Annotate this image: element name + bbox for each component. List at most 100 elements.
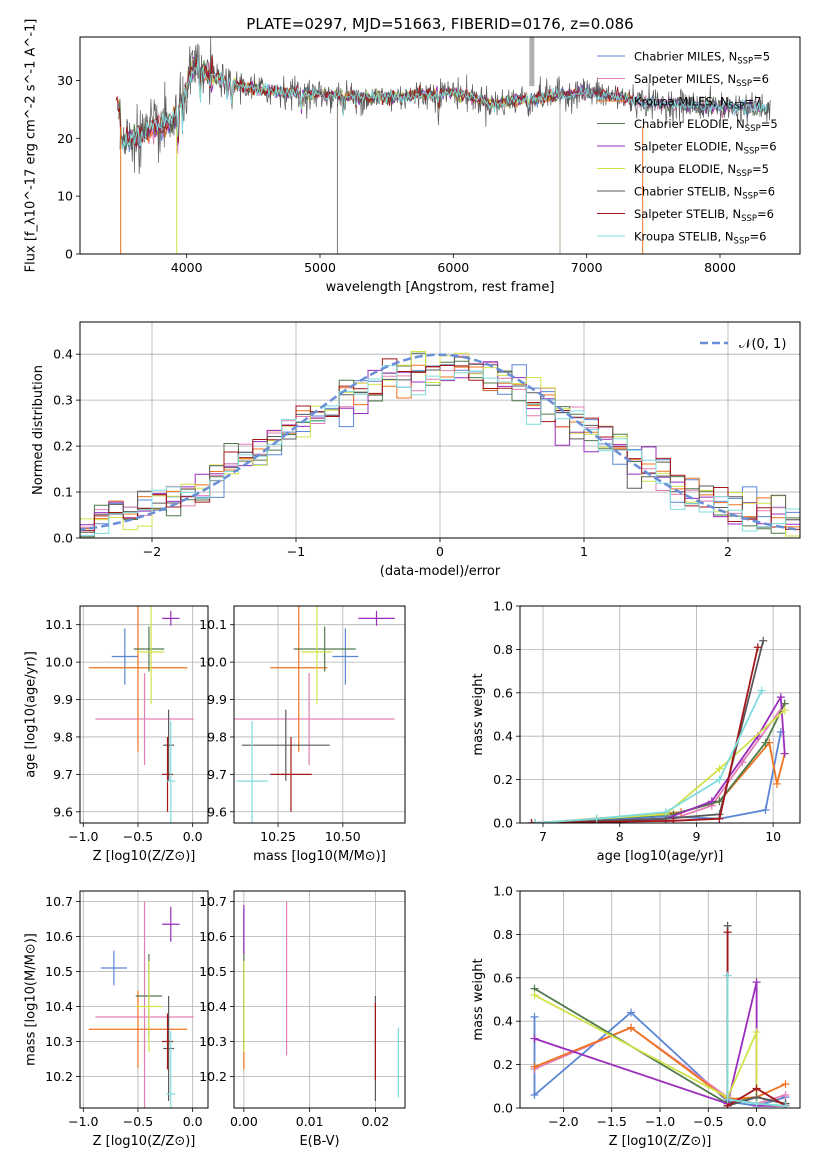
- weight-line-7: [535, 640, 765, 823]
- x-axis-label: Z [log10(Z/Z⊙)]: [93, 849, 196, 864]
- x-tick-label: −0.5: [693, 1114, 723, 1129]
- y-tick-label: 0.1: [53, 485, 73, 500]
- weight-marker: [707, 797, 716, 806]
- x-axis-label: mass [log10(M/M⊙)]: [253, 849, 386, 864]
- x-tick-label: 6000: [437, 260, 469, 275]
- weight-marker: [781, 1101, 790, 1108]
- weight-marker: [530, 1062, 539, 1071]
- y-tick-label: 9.9: [207, 692, 227, 707]
- y-tick-label: 10.2: [199, 1069, 227, 1084]
- weight-marker: [669, 816, 678, 823]
- y-tick-label: 10.4: [45, 999, 73, 1014]
- y-tick-label: 10.2: [45, 1069, 73, 1084]
- weight-marker: [592, 814, 601, 823]
- weight-line-3: [535, 740, 786, 823]
- y-tick-label: 0.4: [53, 347, 73, 362]
- y-tick-label: 9.7: [207, 767, 227, 782]
- y-tick-label: 10.6: [45, 929, 73, 944]
- x-tick-label: 0.00: [230, 1114, 258, 1129]
- legend-label: 𝒩(0, 1): [739, 337, 786, 352]
- x-tick-label: −1: [287, 544, 305, 559]
- y-tick-label: 0.2: [53, 439, 73, 454]
- plot-area: [234, 891, 405, 1108]
- weight-marker: [715, 764, 724, 773]
- y-tick-label: 0.0: [53, 531, 73, 546]
- x-tick-label: 2: [724, 544, 732, 559]
- x-tick-label: 10.50: [325, 829, 361, 844]
- legend-label: Chabrier MILES, NSSP=5: [634, 50, 770, 67]
- y-tick-label: 10.3: [45, 1034, 73, 1049]
- axes-frame: [519, 605, 801, 824]
- y-tick-label: 10.7: [45, 894, 73, 909]
- x-tick-label: 8: [616, 829, 624, 844]
- x-tick-label: −2.0: [548, 1114, 578, 1129]
- y-tick-label: 10.3: [199, 1034, 227, 1049]
- weight-marker: [761, 738, 770, 747]
- weight-marker: [752, 1099, 761, 1108]
- axes-frame: [233, 605, 406, 824]
- y-tick-label: 9.7: [53, 767, 73, 782]
- y-tick-label: 20: [57, 131, 73, 146]
- figure-title: PLATE=0297, MJD=51663, FIBERID=0176, z=0…: [246, 15, 633, 33]
- weight-line-1: [531, 731, 782, 823]
- y-tick-label: 9.8: [207, 729, 227, 744]
- legend-label: Chabrier ELODIE, NSSP=5: [634, 117, 778, 134]
- weight-marker: [530, 1090, 539, 1099]
- spectrum-line-7: [119, 37, 771, 175]
- weight-marker: [530, 1012, 539, 1021]
- y-tick-label: 0.2: [493, 1057, 513, 1072]
- weight-line-9: [535, 690, 763, 823]
- weight-marker: [780, 706, 789, 715]
- y-tick-label: 0.0: [493, 816, 513, 831]
- legend-label: Kroupa ELODIE, NSSP=5: [634, 162, 769, 179]
- y-tick-label: 0.4: [493, 1014, 513, 1029]
- normal-curve: [80, 353, 800, 532]
- y-axis-label: age [log10(age/yr)]: [23, 651, 38, 778]
- legend-label: Kroupa STELIB, NSSP=6: [634, 230, 766, 247]
- weight-marker: [531, 819, 540, 823]
- spectrum-line-3: [116, 64, 643, 148]
- plot-area: [520, 891, 800, 1108]
- weight-marker: [715, 814, 724, 823]
- weight-line-8: [531, 647, 759, 823]
- legend-label: Salpeter MILES, NSSP=6: [634, 72, 769, 89]
- y-tick-label: 10.7: [199, 894, 227, 909]
- plot-area: [80, 322, 800, 538]
- y-tick-label: 0.8: [493, 642, 513, 657]
- panel-spectrum: 4000 5000 6000 7000 8000 0 10 20 30 wavelength [A…: [23, 19, 801, 295]
- weight-line-5: [531, 694, 786, 823]
- panel-weight_vs_Z: −2.0 −1.5 −1.0 −0.5 0.0 0.0 0.2 0.4 0.6 0.8 1.0 Z […: [471, 884, 801, 1149]
- axes-frame: [79, 605, 209, 824]
- axes-frame: [79, 321, 801, 539]
- y-tick-label: 9.6: [53, 804, 73, 819]
- plot-area: [234, 606, 405, 823]
- weight-marker: [757, 686, 766, 695]
- y-axis-label: mass weight: [471, 958, 486, 1040]
- y-tick-label: 10: [57, 189, 73, 204]
- spectrum-line-9: [120, 57, 768, 150]
- x-tick-label: 0.02: [361, 1114, 389, 1129]
- y-tick-label: 10.1: [199, 617, 227, 632]
- x-tick-label: −1.5: [597, 1114, 627, 1129]
- x-tick-label: −1.0: [645, 1114, 675, 1129]
- y-tick-label: 10.0: [199, 655, 227, 670]
- x-tick-label: 10.25: [260, 829, 296, 844]
- x-tick-label: 0.0: [183, 829, 203, 844]
- y-tick-label: 0.4: [493, 729, 513, 744]
- weight-marker: [753, 643, 762, 652]
- weight-marker: [752, 1028, 761, 1037]
- weight-marker: [627, 1023, 636, 1032]
- x-tick-label: 0: [436, 544, 444, 559]
- panel-residuals: −2 −1 0 1 2 0.0 0.1 0.2 0.3 0.4 (data-model)/error…: [31, 321, 801, 579]
- x-tick-label: 7: [539, 829, 547, 844]
- y-tick-label: 9.8: [53, 729, 73, 744]
- weight-marker: [723, 1095, 732, 1104]
- y-tick-label: 0.2: [493, 772, 513, 787]
- axes-frame: [79, 36, 801, 255]
- panel-mass_vs_Z: −1.0 −0.5 0.0 10.2 10.3 10.4 10.5 10.6 10.7 Z [lo…: [23, 890, 209, 1149]
- weight-marker: [530, 991, 539, 1000]
- weight-marker: [761, 805, 770, 814]
- y-tick-label: 0.3: [53, 393, 73, 408]
- x-tick-label: 5000: [304, 260, 336, 275]
